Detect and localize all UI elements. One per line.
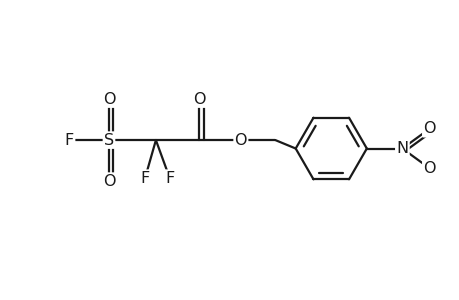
Text: O: O <box>193 92 205 106</box>
Text: O: O <box>102 92 115 106</box>
Text: O: O <box>102 174 115 189</box>
Text: O: O <box>234 133 246 148</box>
Text: F: F <box>65 133 74 148</box>
Text: F: F <box>165 171 174 186</box>
Text: N: N <box>396 141 408 156</box>
Text: S: S <box>104 133 114 148</box>
Text: O: O <box>422 121 435 136</box>
Text: O: O <box>422 161 435 176</box>
Text: F: F <box>140 171 149 186</box>
